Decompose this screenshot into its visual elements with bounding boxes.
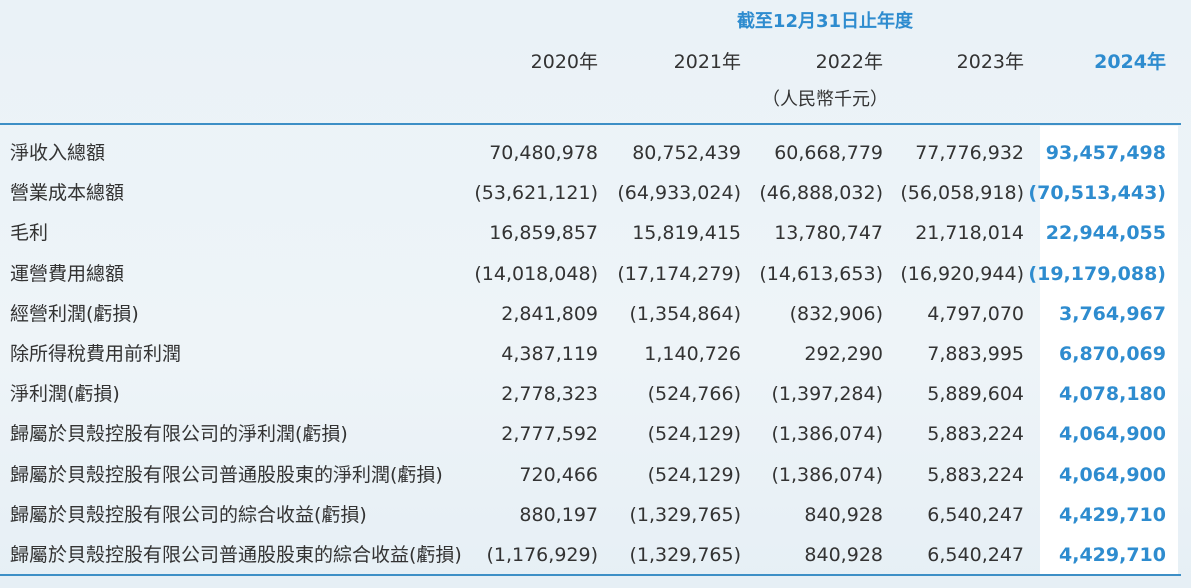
cell-value: (524,129)	[647, 423, 741, 446]
cell-value: (64,933,024)	[617, 182, 741, 205]
cell-value: 3,764,967	[1059, 302, 1166, 325]
cell-value: (17,174,279)	[617, 262, 741, 285]
cell-value: 5,889,604	[927, 383, 1024, 406]
cell-value: (53,621,121)	[474, 182, 598, 205]
cell-value: 6,540,247	[927, 503, 1024, 526]
cell-value: (524,129)	[647, 463, 741, 486]
cell-value: (56,058,918)	[900, 182, 1024, 205]
cell-value: 5,883,224	[927, 463, 1024, 486]
cell-value: (832,906)	[789, 302, 883, 325]
cell-value: 720,466	[519, 463, 598, 486]
cell-value: (14,018,048)	[474, 262, 598, 285]
cell-value: 80,752,439	[632, 142, 741, 164]
cell-value: 840,928	[804, 544, 883, 566]
cell-value: 93,457,498	[1045, 142, 1166, 164]
row-label: 經營利潤(虧損)	[10, 302, 139, 325]
cell-value: 2,841,809	[501, 302, 598, 325]
cell-value: (70,513,443)	[1028, 182, 1166, 205]
row-label: 淨收入總額	[10, 142, 106, 164]
cell-value: 6,870,069	[1059, 343, 1166, 365]
cell-value: 15,819,415	[632, 222, 741, 245]
cell-value: 60,668,779	[774, 142, 883, 164]
row-label: 淨利潤(虧損)	[10, 383, 120, 406]
cell-value: 6,540,247	[927, 544, 1024, 566]
row-label: 歸屬於貝殼控股有限公司普通股股東的淨利潤(虧損)	[10, 463, 443, 486]
year-header: 2024年	[1094, 51, 1166, 73]
cell-value: 4,064,900	[1059, 423, 1166, 446]
bottom-rule	[0, 574, 1181, 576]
year-header: 2023年	[956, 51, 1024, 73]
cell-value: 7,883,995	[927, 343, 1024, 365]
cell-value: 4,429,710	[1059, 544, 1166, 566]
cell-value: 70,480,978	[489, 142, 598, 164]
cell-value: 1,140,726	[644, 343, 741, 365]
header-rule	[0, 123, 1181, 125]
cell-value: (1,329,765)	[629, 503, 741, 526]
row-label: 歸屬於貝殼控股有限公司的淨利潤(虧損)	[10, 423, 348, 446]
cell-value: 4,064,900	[1059, 463, 1166, 486]
cell-value: (1,176,929)	[486, 544, 598, 566]
year-header: 2022年	[815, 51, 883, 73]
cell-value: (46,888,032)	[759, 182, 883, 205]
row-label: 營業成本總額	[10, 182, 125, 205]
row-label: 運營費用總額	[10, 262, 125, 285]
cell-value: 4,797,070	[927, 302, 1024, 325]
cell-value: 16,859,857	[489, 222, 598, 245]
period-heading: 截至12月31日止年度	[736, 11, 914, 32]
cell-value: (16,920,944)	[900, 262, 1024, 285]
unit: （人民幣千元）	[762, 89, 888, 110]
row-label: 除所得稅費用前利潤	[10, 343, 182, 365]
cell-value: 292,290	[804, 343, 883, 365]
cell-value: (14,613,653)	[759, 262, 883, 285]
cell-value: 13,780,747	[774, 222, 883, 245]
cell-value: 21,718,014	[915, 222, 1024, 245]
highlight-column	[1040, 126, 1178, 575]
cell-value: 880,197	[519, 503, 598, 526]
cell-value: (1,397,284)	[771, 383, 883, 406]
cell-value: (1,386,074)	[771, 423, 883, 446]
cell-value: 4,387,119	[501, 343, 598, 365]
cell-value: (1,329,765)	[629, 544, 741, 566]
cell-value: 22,944,055	[1045, 222, 1166, 245]
year-header: 2020年	[530, 51, 598, 73]
cell-value: (19,179,088)	[1028, 262, 1166, 285]
year-header: 2021年	[673, 51, 741, 73]
cell-value: 840,928	[804, 503, 883, 526]
cell-value: 2,778,323	[501, 383, 598, 406]
cell-value: (1,354,864)	[629, 302, 741, 325]
cell-value: (1,386,074)	[771, 463, 883, 486]
cell-value: 4,078,180	[1059, 383, 1166, 406]
row-label: 歸屬於貝殼控股有限公司的綜合收益(虧損)	[10, 503, 367, 526]
cell-value: (524,766)	[647, 383, 741, 406]
cell-value: 77,776,932	[915, 142, 1024, 164]
cell-value: 2,777,592	[501, 423, 598, 446]
cell-value: 5,883,224	[927, 423, 1024, 446]
row-label: 歸屬於貝殼控股有限公司普通股股東的綜合收益(虧損)	[10, 544, 462, 566]
cell-value: 4,429,710	[1059, 503, 1166, 526]
row-label: 毛利	[10, 222, 49, 245]
